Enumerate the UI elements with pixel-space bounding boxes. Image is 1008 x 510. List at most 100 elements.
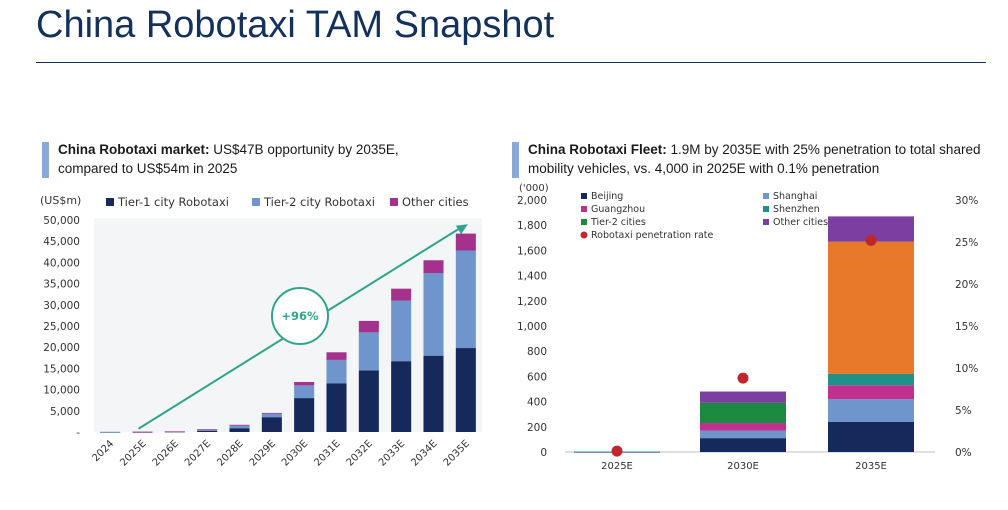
y-tick-label: 600 <box>527 371 547 383</box>
y-tick-label: 400 <box>527 397 547 409</box>
x-tick-label: 2024 <box>91 438 117 464</box>
y-tick-label: 800 <box>527 346 547 358</box>
bar-segment <box>358 370 379 432</box>
legend-label: Guangzhou <box>591 204 645 215</box>
bar-segment <box>828 421 914 452</box>
bar-segment <box>700 438 786 452</box>
bar-segment <box>423 355 444 432</box>
y-tick-label: 50,000 <box>43 215 80 227</box>
x-tick-label: 2034E <box>409 438 439 468</box>
bar-segment <box>391 300 412 362</box>
bar-segment <box>326 359 347 384</box>
bar-segment <box>828 373 914 386</box>
bar-segment <box>100 431 121 433</box>
bar-segment <box>326 383 347 432</box>
tam-stacked-bar-chart: (US$m) - 5,000 10,000 15,000 20,000 25,000 30,0… <box>40 194 482 469</box>
legend-label: Other cities <box>773 217 828 228</box>
bar-segment <box>197 429 218 431</box>
legend-label: Robotaxi penetration rate <box>591 230 714 241</box>
bar-segment <box>261 417 282 432</box>
x-tick-label: 2033E <box>377 438 407 468</box>
bar-segment <box>229 428 250 432</box>
bar-segment <box>358 320 379 333</box>
y-tick-label: 45,000 <box>43 236 80 248</box>
y2-tick-label: 20% <box>955 279 978 291</box>
bar-segment <box>391 361 412 432</box>
y-tick-label: 25,000 <box>43 321 80 333</box>
y-tick-label: 5,000 <box>50 406 80 418</box>
x-tick-label: 2026E <box>151 438 181 468</box>
left-heading-rest: US$47B opportunity by 2035E, compared to… <box>58 142 399 176</box>
page-title: China Robotaxi TAM Snapshot <box>36 4 555 46</box>
x-tick-label: 2025E <box>601 461 633 472</box>
cagr-label: +96% <box>281 309 319 323</box>
y-tick-label: 10,000 <box>43 385 80 397</box>
legend-swatch <box>763 193 769 199</box>
penetration-point <box>611 445 623 457</box>
cagr-bubble <box>271 287 329 345</box>
y-tick-label: 1,000 <box>517 321 547 333</box>
y2-tick-label: 10% <box>955 363 978 375</box>
y-tick-label: 1,400 <box>517 271 547 283</box>
right-heading-bold: China Robotaxi Fleet: <box>528 142 667 157</box>
x-tick-label: 2032E <box>345 438 375 468</box>
bar-segment <box>455 233 476 251</box>
legend-swatch <box>390 198 398 206</box>
bar-segment <box>132 431 153 433</box>
legend-swatch <box>763 219 769 225</box>
bar-segment <box>828 385 914 400</box>
left-heading-bold: China Robotaxi market: <box>58 142 210 157</box>
x-tick-label: 2025E <box>118 438 148 468</box>
bar-segment <box>294 385 315 399</box>
heading-accent-bar <box>42 142 49 178</box>
bar-segment <box>229 425 250 429</box>
right-panel-heading: China Robotaxi Fleet: 1.9M by 2035E with… <box>512 140 988 178</box>
legend-swatch <box>763 206 769 212</box>
y2-tick-label: 30% <box>955 195 978 207</box>
x-tick-label: 2035E <box>442 438 472 468</box>
bar-segment <box>700 391 786 403</box>
bar-segment <box>700 423 786 431</box>
y-axis-unit-label: ('000) <box>519 183 549 194</box>
bar-segment <box>197 430 218 432</box>
right-heading-rest: 1.9M by 2035E with 25% penetration to to… <box>528 142 981 176</box>
legend-swatch <box>581 219 587 225</box>
y-tick-label: 1,600 <box>517 245 547 257</box>
left-panel-heading: China Robotaxi market: US$47B opportunit… <box>42 140 458 178</box>
y2-tick-label: 15% <box>955 321 978 333</box>
legend-label: Shanghai <box>773 191 817 202</box>
legend-swatch <box>581 193 587 199</box>
bar-segment <box>261 413 282 418</box>
legend-label: Tier-1 city Robotaxi <box>117 195 229 209</box>
x-tick-label: 2031E <box>312 438 342 468</box>
legend-label: Other cities <box>402 195 469 209</box>
y2-tick-label: 5% <box>955 405 972 417</box>
bar-segment <box>391 288 412 301</box>
y-tick-label: 15,000 <box>43 363 80 375</box>
bar-segment <box>164 431 185 433</box>
bar-segment <box>294 381 315 386</box>
bar-segment <box>423 273 444 356</box>
bar-segment <box>326 352 347 360</box>
bar-segment <box>197 429 218 431</box>
bar-segment <box>828 241 914 374</box>
y-tick-label: 30,000 <box>43 300 80 312</box>
bar-segment <box>229 424 250 426</box>
penetration-point <box>865 234 877 246</box>
bar-segment <box>358 332 379 371</box>
title-divider <box>36 62 986 63</box>
bar-segment <box>700 430 786 439</box>
y2-tick-label: 0% <box>955 447 972 459</box>
y-tick-label: 40,000 <box>43 257 80 269</box>
y-tick-label: 0 <box>540 447 547 459</box>
bar-segment <box>423 260 444 273</box>
y-tick-label: 200 <box>527 422 547 434</box>
legend-swatch <box>106 198 114 206</box>
legend-label: Shenzhen <box>773 204 820 215</box>
legend-label: Tier-2 cities <box>590 217 646 228</box>
y-tick-label: 20,000 <box>43 342 80 354</box>
x-tick-label: 2028E <box>215 438 245 468</box>
y-tick-label: 1,800 <box>517 220 547 232</box>
y-tick-label: - <box>76 427 80 439</box>
legend-label: Beijing <box>591 191 623 202</box>
